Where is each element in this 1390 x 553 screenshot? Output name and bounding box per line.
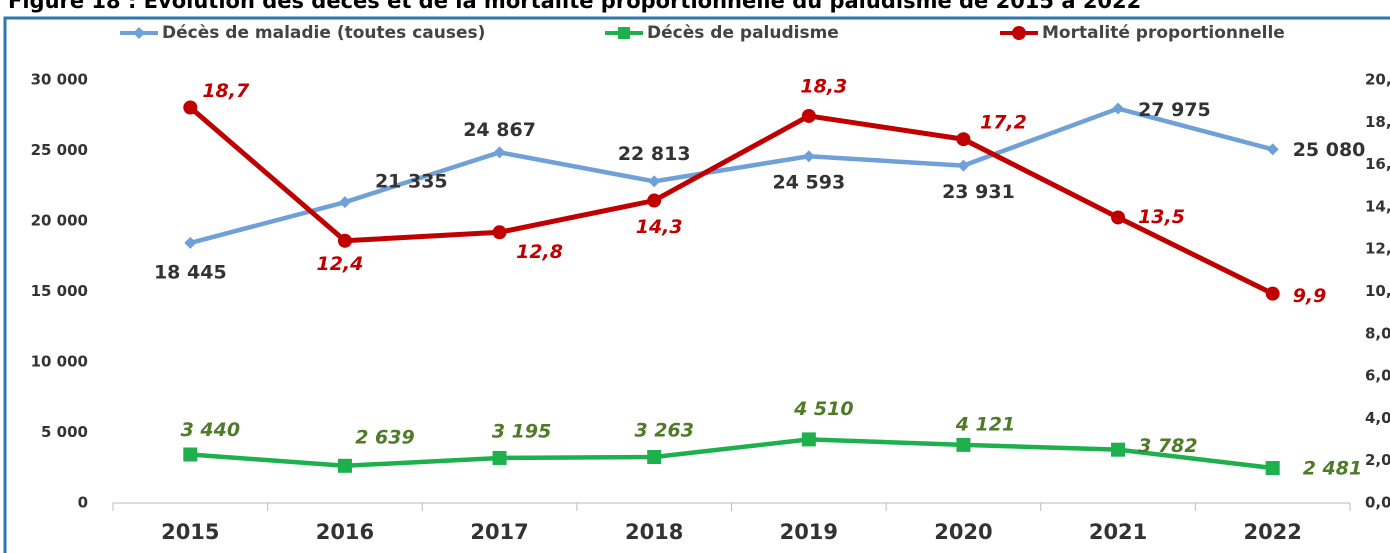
marker	[1111, 442, 1126, 457]
y2-tick-label: 2,0	[1365, 451, 1390, 469]
marker	[337, 233, 352, 248]
marker	[956, 132, 971, 147]
data-label: 21 335	[375, 171, 448, 193]
x-tick-label: 2017	[470, 520, 528, 544]
y-tick-label: 10 000	[31, 353, 88, 371]
marker	[956, 437, 971, 452]
y-tick-label: 5 000	[41, 423, 88, 441]
data-label: 18,7	[202, 80, 250, 102]
marker	[1112, 102, 1125, 115]
y2-tick-label: 8,0	[1365, 324, 1390, 342]
marker	[183, 447, 198, 462]
series-line	[189, 106, 1274, 246]
series-line	[190, 437, 1273, 471]
y2-tick-label: 18,0	[1365, 113, 1390, 131]
y-tick-label: 30 000	[31, 71, 88, 89]
data-label: 18 445	[154, 261, 227, 283]
legend-label: Décès de paludisme	[647, 23, 839, 43]
marker	[801, 432, 816, 447]
legend-marker	[133, 27, 145, 39]
legend-marker	[618, 27, 630, 39]
series-line	[188, 105, 1274, 296]
data-label: 12,8	[516, 241, 563, 263]
legend-marker	[1012, 26, 1026, 40]
data-label: 3 782	[1138, 435, 1198, 457]
legend-label: Décès de maladie (toutes causes)	[162, 23, 485, 43]
marker	[957, 159, 970, 172]
marker	[647, 449, 662, 464]
marker	[802, 150, 815, 163]
x-tick-label: 2019	[780, 520, 838, 544]
marker	[1265, 461, 1280, 476]
marker	[492, 450, 507, 465]
marker	[337, 458, 352, 473]
data-label: 3 195	[492, 420, 552, 442]
chart-frame	[3, 16, 1390, 553]
data-label: 2 481	[1303, 458, 1363, 480]
data-label: 2 639	[355, 426, 415, 448]
data-label: 12,4	[316, 253, 363, 275]
data-label: 27 975	[1138, 99, 1211, 121]
x-tick-label: 2015	[161, 520, 219, 544]
marker	[648, 175, 661, 188]
data-label: 22 813	[618, 143, 691, 165]
marker	[493, 146, 506, 159]
y2-tick-label: 10,0	[1365, 282, 1390, 300]
data-label: 24 593	[772, 172, 845, 194]
data-label: 4 510	[793, 398, 854, 420]
y-tick-label: 25 000	[31, 141, 88, 159]
y2-tick-label: 4,0	[1365, 409, 1390, 427]
data-label: 3 263	[634, 419, 694, 441]
data-label: 17,2	[980, 112, 1027, 134]
y2-tick-label: 20,0	[1365, 71, 1390, 89]
marker	[647, 193, 662, 208]
y-tick-label: 20 000	[31, 212, 88, 230]
data-label: 18,3	[800, 75, 847, 97]
marker	[1111, 210, 1126, 225]
x-tick-label: 2020	[934, 520, 992, 544]
data-label: 14,3	[636, 216, 683, 238]
marker	[801, 108, 816, 123]
y-tick-label: 15 000	[31, 282, 88, 300]
marker	[1265, 286, 1280, 301]
marker	[492, 225, 507, 240]
data-label: 23 931	[942, 181, 1015, 203]
legend-label: Mortalité proportionnelle	[1042, 23, 1285, 43]
x-tick-label: 2022	[1243, 520, 1301, 544]
data-label: 4 121	[955, 413, 1016, 435]
marker	[338, 196, 351, 209]
y-tick-label: 0	[78, 494, 88, 512]
y2-tick-label: 6,0	[1365, 367, 1390, 385]
y2-tick-label: 0,0	[1365, 494, 1390, 512]
marker	[183, 100, 198, 115]
data-label: 3 440	[181, 419, 241, 441]
y2-tick-label: 12,0	[1365, 240, 1390, 258]
y2-tick-label: 14,0	[1365, 197, 1390, 215]
data-label: 13,5	[1138, 206, 1185, 228]
x-tick-label: 2021	[1089, 520, 1147, 544]
data-label: 25 080	[1293, 139, 1366, 161]
chart-title: Figure 18 : Évolution des décès et de la…	[8, 0, 1141, 13]
marker	[1266, 143, 1279, 156]
x-tick-label: 2018	[625, 520, 683, 544]
y2-tick-label: 16,0	[1365, 155, 1390, 173]
data-label: 24 867	[463, 119, 536, 141]
marker	[184, 236, 197, 249]
data-label: 9,9	[1293, 285, 1327, 307]
x-tick-label: 2016	[316, 520, 374, 544]
